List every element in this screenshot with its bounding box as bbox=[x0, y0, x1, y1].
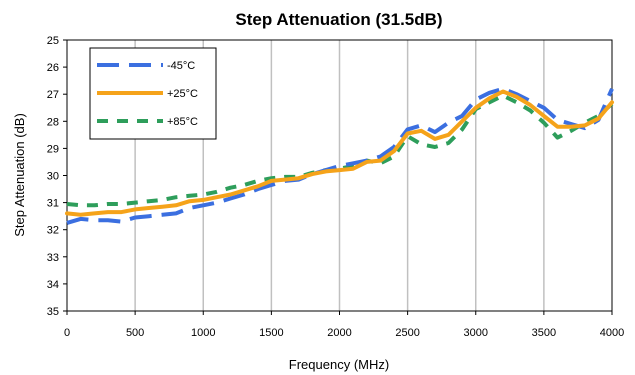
x-tick-label: 4000 bbox=[600, 327, 624, 339]
y-tick-label: 31 bbox=[47, 198, 59, 210]
y-tick-label: 29 bbox=[47, 143, 59, 155]
y-tick-label: 34 bbox=[47, 279, 59, 291]
x-tick-label: 3000 bbox=[464, 327, 488, 339]
series-line bbox=[65, 89, 614, 217]
x-tick-label: 2000 bbox=[327, 327, 351, 339]
y-tick-label: 28 bbox=[47, 116, 59, 128]
series-line bbox=[66, 86, 614, 225]
series-lines bbox=[65, 86, 614, 225]
legend-label: +85°C bbox=[167, 116, 198, 128]
y-tick-label: 25 bbox=[47, 35, 59, 47]
y-tick-label: 30 bbox=[47, 171, 59, 183]
x-axis-label: Frequency (MHz) bbox=[289, 357, 389, 372]
y-tick-label: 33 bbox=[47, 252, 59, 264]
x-axis-ticks: 0 500 1000 1500 2000 2500 3000 3500 4000 bbox=[64, 311, 624, 339]
y-axis-ticks: 25 26 27 28 29 30 31 32 33 34 35 bbox=[47, 35, 67, 318]
y-tick-label: 35 bbox=[47, 306, 59, 318]
x-tick-label: 500 bbox=[126, 327, 144, 339]
x-tick-label: 3500 bbox=[532, 327, 556, 339]
x-tick-label: 1000 bbox=[191, 327, 215, 339]
y-tick-label: 27 bbox=[47, 89, 59, 101]
x-tick-label: 0 bbox=[64, 327, 70, 339]
y-tick-label: 26 bbox=[47, 62, 59, 74]
y-tick-label: 32 bbox=[47, 225, 59, 237]
x-tick-label: 1500 bbox=[259, 327, 283, 339]
chart-title: Step Attenuation (31.5dB) bbox=[235, 10, 442, 29]
y-axis-label: Step Attenuation (dB) bbox=[12, 113, 27, 237]
x-tick-label: 2500 bbox=[395, 327, 419, 339]
legend: -45°C +25°C +85°C bbox=[89, 47, 217, 140]
legend-label: -45°C bbox=[167, 60, 195, 72]
legend-label: +25°C bbox=[167, 88, 198, 100]
